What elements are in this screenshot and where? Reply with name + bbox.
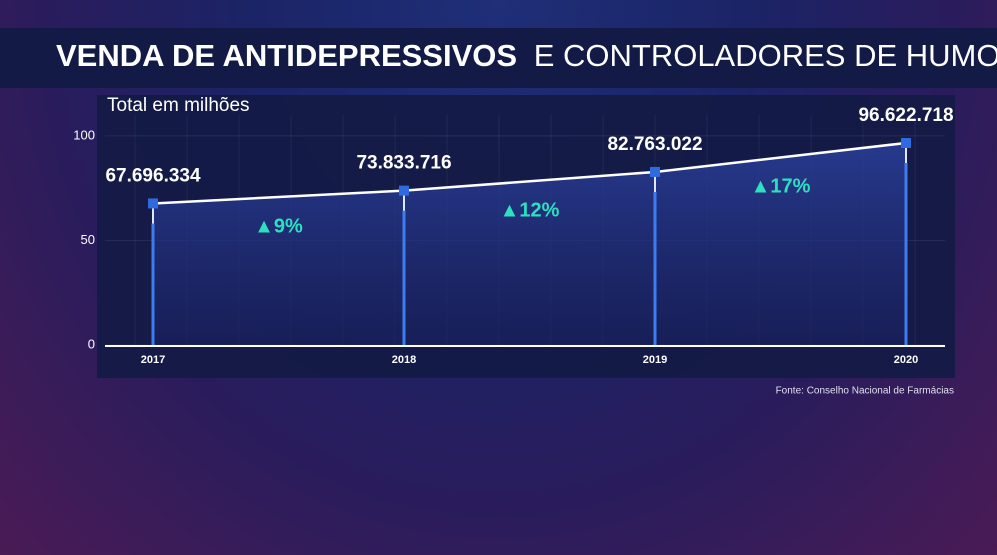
growth-annotation: ▲12%	[500, 200, 560, 222]
x-tick-label: 2018	[392, 354, 416, 366]
value-label: 82.763.022	[607, 134, 702, 155]
y-tick-label: 0	[88, 336, 95, 351]
x-tick-label: 2020	[894, 354, 918, 366]
growth-annotation: ▲9%	[254, 215, 303, 237]
x-tick-label: 2019	[643, 354, 667, 366]
chart-title: VENDA DE ANTIDEPRESSIVOS E CONTROLADORES…	[56, 38, 997, 73]
area	[153, 142, 906, 345]
y-tick-label: 50	[81, 232, 95, 247]
line	[152, 141, 907, 205]
source-note: Fonte: Conselho Nacional de Farmácias	[776, 386, 954, 397]
value-label: 67.696.334	[105, 165, 201, 186]
title-bold: VENDA DE ANTIDEPRESSIVOS	[56, 38, 517, 73]
x-tick-label: 2017	[141, 354, 165, 366]
subtitle: Total em milhões	[107, 95, 250, 116]
title-regular: E CONTROLADORES DE HUMOR	[534, 38, 997, 73]
marker	[399, 185, 409, 196]
marker	[901, 137, 911, 148]
growth-annotation: ▲17%	[751, 176, 811, 198]
title-bar	[0, 28, 997, 88]
value-label: 96.622.718	[858, 105, 953, 126]
marker	[148, 198, 158, 209]
y-tick-label: 100	[73, 127, 95, 142]
value-label: 73.833.716	[356, 153, 451, 174]
marker	[650, 166, 660, 177]
